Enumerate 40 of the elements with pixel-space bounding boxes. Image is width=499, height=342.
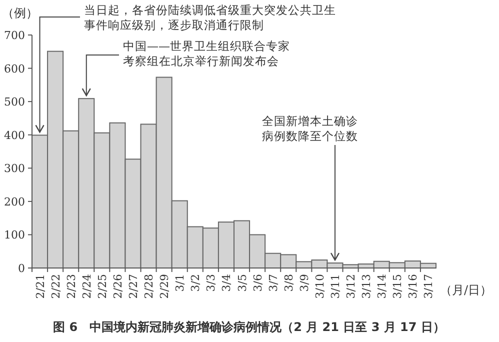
x-tick-label: 3/14	[376, 274, 389, 299]
x-tick-label: 3/15	[391, 274, 404, 299]
text: 图 6 中国境内新冠肺炎新增确诊病例情况（2 月 21 日至 3 月 17 日）	[53, 320, 445, 334]
x-tick-label: 3/8	[282, 274, 296, 292]
annotation: 当日起，各省份陆续调低省级重大突发公共卫生事件响应级别，逐步取消通行限制	[84, 3, 336, 32]
x-tick-label: 3/10	[313, 274, 326, 299]
y-tick-label: 600	[4, 62, 25, 76]
x-tick-label: 2/22	[49, 274, 62, 299]
x-tick-label: 2/21	[34, 274, 47, 299]
annotation: 全国新增本土确诊病例数降至个位数	[262, 114, 358, 143]
x-tick-label: 2/23	[64, 274, 78, 299]
x-tick-label: 3/1	[174, 274, 187, 292]
x-tick-label: 3/7	[266, 274, 280, 292]
x-tick-label: 3/17	[422, 274, 436, 299]
y-tick-label: 400	[4, 128, 25, 142]
x-tick-label: 3/12	[344, 274, 358, 299]
y-axis-title: （例）	[2, 6, 38, 20]
x-tick-label: 2/28	[142, 274, 156, 299]
x-tick-label: 3/11	[329, 274, 342, 299]
x-axis-title: （月/日）	[440, 283, 492, 297]
x-tick-label: 3/5	[236, 274, 249, 292]
x-tick-label: 3/6	[251, 274, 264, 292]
x-tick-label: 2/25	[96, 274, 109, 299]
annotation: 中国——世界卫生组织联合专家考察组在北京举行新闻发布会	[123, 39, 290, 68]
x-tick-label: 2/29	[158, 274, 172, 299]
x-tick-label: 3/9	[298, 274, 311, 292]
x-tick-label: 3/16	[406, 274, 420, 299]
x-tick-label: 3/2	[189, 274, 202, 292]
y-tick-label: 100	[4, 228, 25, 242]
x-tick-label: 2/24	[80, 274, 94, 299]
y-tick-label: 200	[4, 195, 25, 208]
x-tick-label: 3/4	[220, 274, 234, 292]
y-tick-label: 700	[4, 29, 25, 42]
y-tick-label: 300	[4, 162, 25, 176]
x-tick-label: 2/26	[111, 274, 124, 299]
x-tick-label: 3/3	[204, 274, 218, 292]
y-tick-label: 0	[18, 262, 25, 275]
y-tick-label: 500	[4, 96, 25, 109]
x-tick-label: 2/27	[127, 274, 140, 299]
x-tick-label: 3/13	[360, 274, 374, 299]
